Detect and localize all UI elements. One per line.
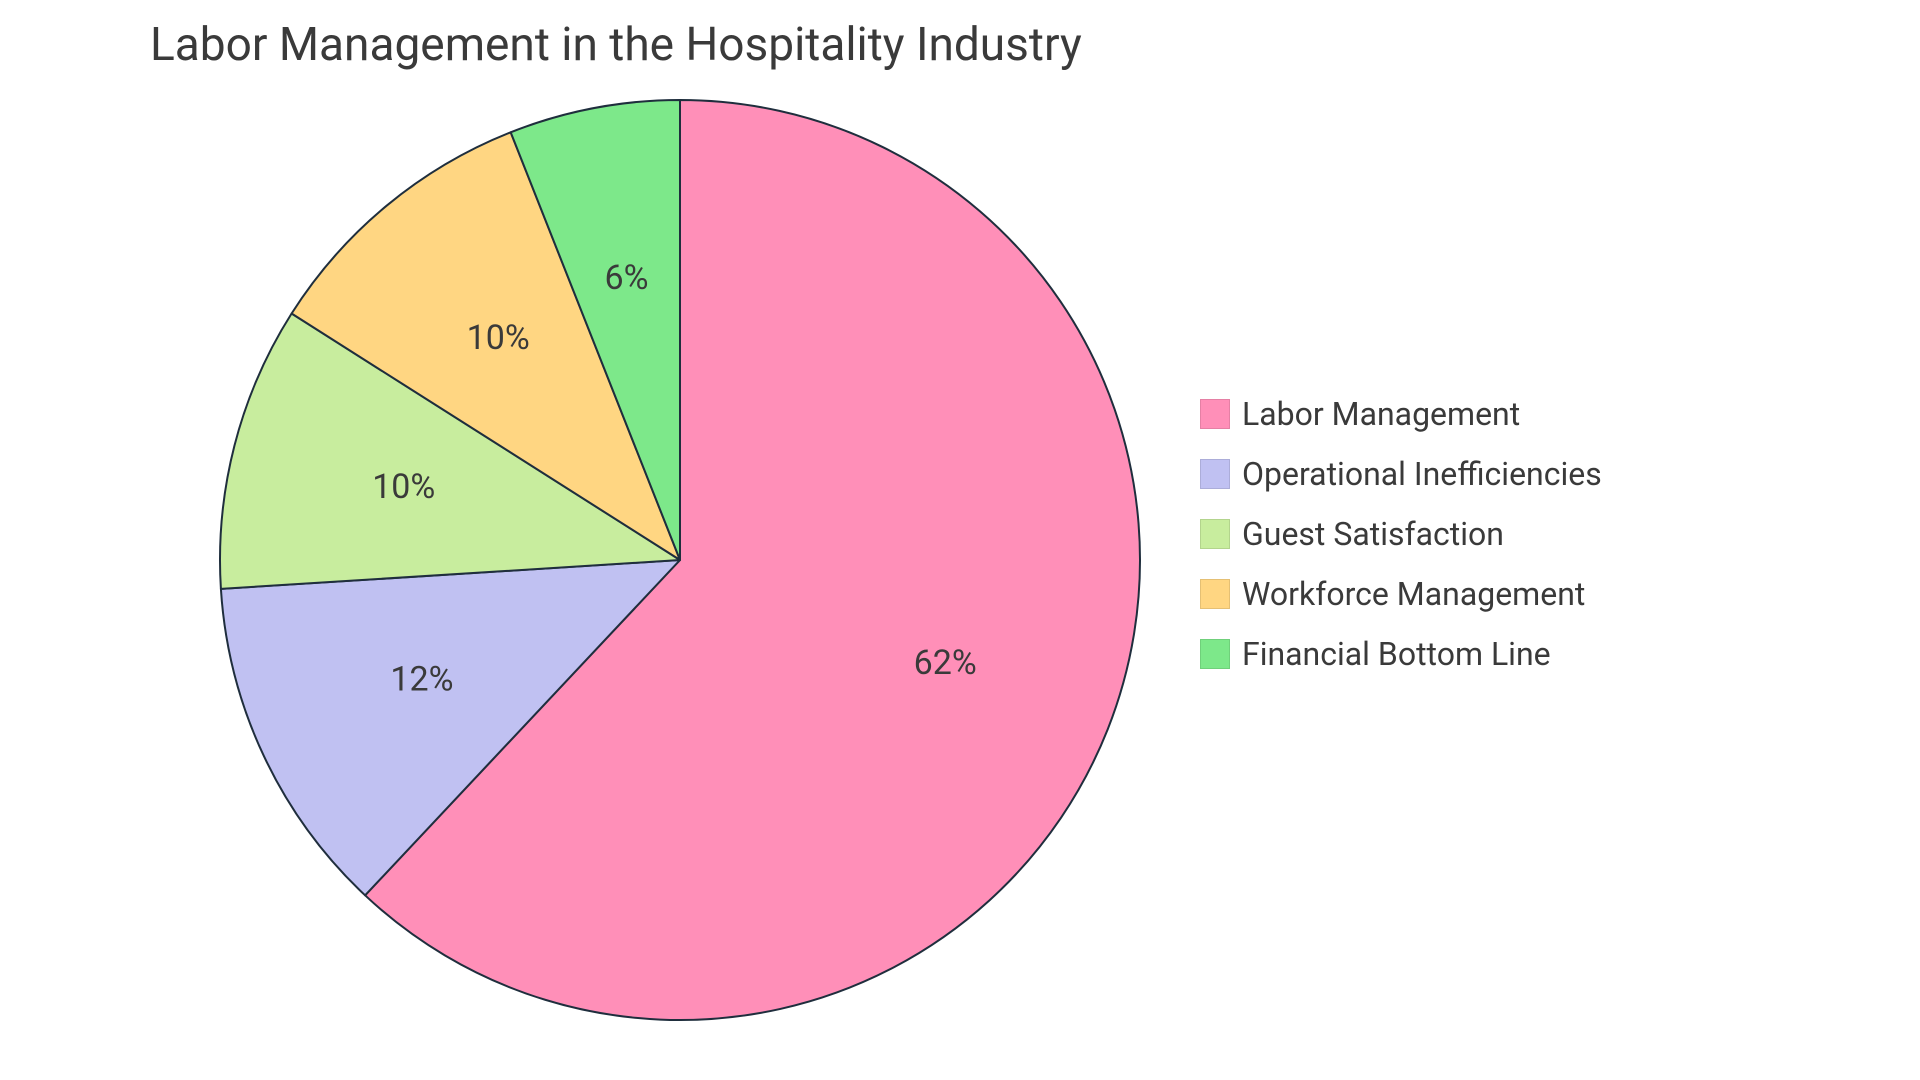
legend-item: Labor Management bbox=[1200, 395, 1602, 433]
legend-swatch bbox=[1200, 639, 1230, 669]
legend-label: Guest Satisfaction bbox=[1242, 515, 1504, 553]
legend-item: Operational Inefficiencies bbox=[1200, 455, 1602, 493]
legend-item: Financial Bottom Line bbox=[1200, 635, 1602, 673]
pie-chart: 62% 12% 10% 10% 6% bbox=[218, 98, 1142, 1022]
chart-title: Labor Management in the Hospitality Indu… bbox=[150, 18, 1082, 72]
legend-label: Operational Inefficiencies bbox=[1242, 455, 1602, 493]
legend-swatch bbox=[1200, 459, 1230, 489]
legend-swatch bbox=[1200, 399, 1230, 429]
legend-item: Guest Satisfaction bbox=[1200, 515, 1602, 553]
chart-container: Labor Management in the Hospitality Indu… bbox=[0, 0, 1920, 1080]
legend-swatch bbox=[1200, 579, 1230, 609]
slice-percent-label: 6% bbox=[605, 258, 649, 298]
legend-label: Financial Bottom Line bbox=[1242, 635, 1551, 673]
legend-item: Workforce Management bbox=[1200, 575, 1602, 613]
slice-percent-label: 10% bbox=[372, 467, 435, 507]
legend-label: Workforce Management bbox=[1242, 575, 1585, 613]
slice-percent-label: 12% bbox=[390, 659, 453, 699]
legend-label: Labor Management bbox=[1242, 395, 1520, 433]
legend-swatch bbox=[1200, 519, 1230, 549]
slice-percent-label: 62% bbox=[914, 643, 977, 683]
legend: Labor Management Operational Inefficienci… bbox=[1200, 395, 1602, 673]
slice-percent-label: 10% bbox=[467, 318, 530, 358]
